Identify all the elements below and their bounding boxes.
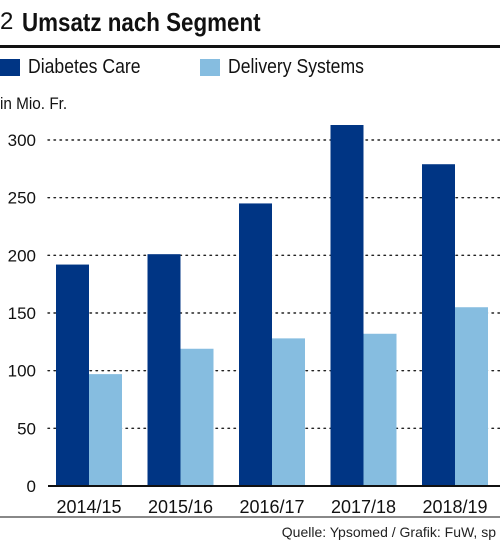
bar-diabetes-care-2016-17: [239, 203, 272, 486]
x-tick-label-2017-18: 2017/18: [331, 497, 396, 517]
source-note: Quelle: Ypsomed / Grafik: FuW, sp: [281, 524, 496, 540]
y-tick-label-0: 0: [27, 477, 36, 496]
unit-label: in Mio. Fr.: [0, 94, 68, 113]
x-tick-label-2015-16: 2015/16: [148, 497, 213, 517]
figure-number: 2: [0, 8, 14, 35]
y-tick-label-200: 200: [8, 246, 36, 265]
y-tick-label-100: 100: [8, 362, 36, 381]
bar-diabetes-care-2015-16: [147, 254, 181, 486]
y-tick-label-300: 300: [8, 131, 36, 150]
x-tick-label-2018-19: 2018/19: [422, 497, 487, 517]
legend-label-diabetes-care: Diabetes Care: [28, 56, 141, 78]
y-tick-label-150: 150: [8, 304, 36, 323]
chart-header: 2 Umsatz nach Segment: [0, 6, 500, 40]
bar-delivery-systems-2018-19: [455, 307, 488, 486]
legend: Diabetes Care Delivery Systems: [0, 56, 500, 82]
bar-diabetes-care-2017-18: [330, 125, 364, 487]
chart-title: Umsatz nach Segment: [22, 7, 261, 37]
legend-swatch-diabetes-care: [0, 59, 20, 76]
y-tick-label-250: 250: [8, 189, 36, 208]
bar-delivery-systems-2014-15: [89, 374, 122, 486]
bar-delivery-systems-2015-16: [180, 348, 214, 486]
bar-diabetes-care-2014-15: [56, 264, 89, 486]
legend-label-delivery-systems: Delivery Systems: [228, 56, 364, 78]
header-rule: [0, 45, 500, 48]
bar-delivery-systems-2017-18: [363, 333, 397, 486]
y-tick-label-50: 50: [17, 419, 36, 438]
bar-diabetes-care-2018-19: [422, 164, 455, 486]
legend-swatch-delivery-systems: [200, 59, 220, 76]
bar-delivery-systems-2016-17: [272, 338, 305, 486]
x-tick-label-2014-15: 2014/15: [56, 497, 121, 517]
x-tick-label-2016-17: 2016/17: [239, 497, 304, 517]
